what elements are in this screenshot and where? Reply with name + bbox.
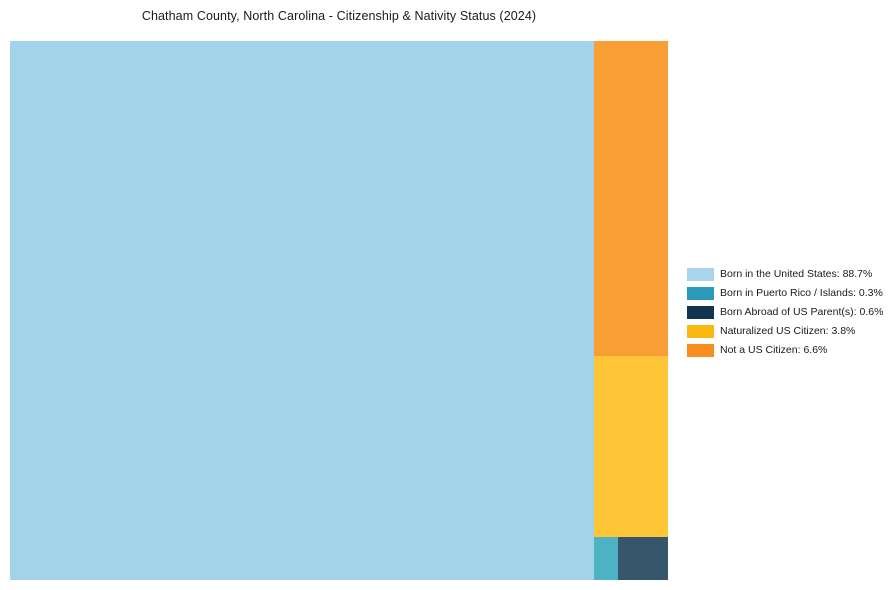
treemap-plot (10, 41, 668, 580)
legend-swatch-not-citizen (687, 344, 714, 357)
legend-label-born-in-us: Born in the United States: 88.7% (720, 268, 873, 280)
legend-label-born-puerto-rico: Born in Puerto Rico / Islands: 0.3% (720, 287, 883, 299)
legend-item-not-citizen: Not a US Citizen: 6.6% (687, 341, 883, 360)
legend: Born in the United States: 88.7% Born in… (687, 265, 883, 360)
legend-label-naturalized: Naturalized US Citizen: 3.8% (720, 325, 856, 337)
legend-swatch-born-puerto-rico (687, 287, 714, 300)
legend-item-born-in-us: Born in the United States: 88.7% (687, 265, 883, 284)
treemap-segment-not-citizen (593, 41, 668, 356)
legend-swatch-born-abroad (687, 306, 714, 319)
treemap-segment-born-puerto-rico (593, 537, 619, 580)
legend-label-not-citizen: Not a US Citizen: 6.6% (720, 344, 828, 356)
chart-title: Chatham County, North Carolina - Citizen… (141, 9, 537, 23)
legend-item-born-abroad: Born Abroad of US Parent(s): 0.6% (687, 303, 883, 322)
legend-swatch-naturalized (687, 325, 714, 338)
treemap-segment-born-abroad (618, 537, 668, 580)
legend-swatch-born-in-us (687, 268, 714, 281)
treemap-segment-born-in-us (10, 41, 594, 580)
legend-label-born-abroad: Born Abroad of US Parent(s): 0.6% (720, 306, 884, 318)
legend-item-naturalized: Naturalized US Citizen: 3.8% (687, 322, 883, 341)
treemap-segment-naturalized (593, 355, 668, 538)
legend-item-born-puerto-rico: Born in Puerto Rico / Islands: 0.3% (687, 284, 883, 303)
